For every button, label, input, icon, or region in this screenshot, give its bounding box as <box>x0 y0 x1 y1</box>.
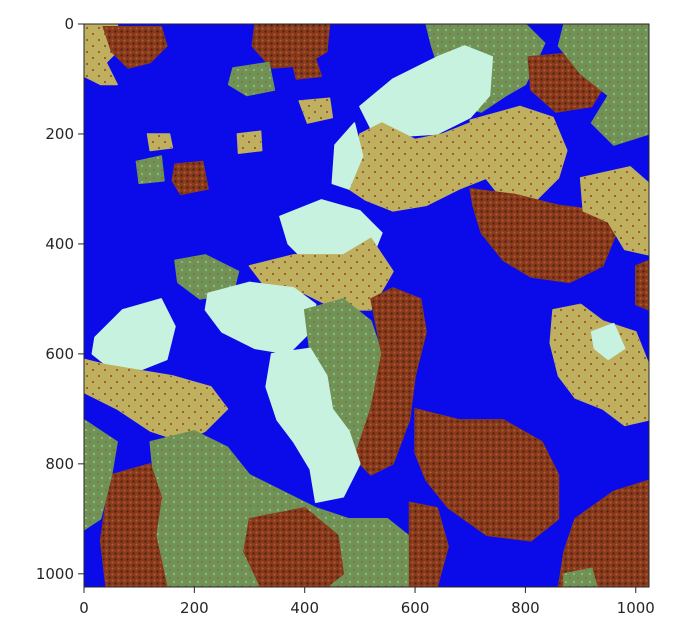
grassland-region <box>135 155 165 185</box>
forest-region <box>557 479 649 587</box>
grassland-region <box>563 567 598 587</box>
grassland-region <box>221 468 262 515</box>
sand-region <box>236 130 263 154</box>
sand-region <box>469 105 568 201</box>
ice-region <box>204 281 317 355</box>
sand-region <box>579 166 649 256</box>
forest-region <box>469 188 618 284</box>
ice-region <box>331 122 364 190</box>
grassland-region <box>557 24 649 146</box>
sand-region <box>348 122 505 212</box>
forest-region <box>353 287 427 476</box>
forest-region <box>102 25 168 69</box>
sand-region <box>549 303 649 427</box>
x-tick-label: 600 <box>401 599 430 617</box>
forest-region <box>171 160 209 196</box>
forest-region <box>243 507 345 587</box>
y-tick-label: 0 <box>64 15 74 33</box>
sand-region <box>84 358 229 443</box>
x-tick-label: 200 <box>180 599 209 617</box>
x-tick-label: 1000 <box>617 599 655 617</box>
plot-frame <box>83 23 650 588</box>
x-tick-label: 400 <box>290 599 319 617</box>
forest-region <box>414 408 560 542</box>
forest-region <box>99 463 168 587</box>
grassland-region <box>227 61 276 97</box>
x-tick-label: 800 <box>511 599 540 617</box>
ice-region <box>91 298 176 372</box>
y-axis: 0 200 400 600 800 1000 <box>36 15 84 583</box>
forest-region <box>635 259 649 311</box>
x-tick-label: 0 <box>79 599 89 617</box>
grassland-region <box>84 419 118 531</box>
y-tick-label: 800 <box>45 455 74 473</box>
x-axis: 0 200 400 600 800 1000 <box>79 587 655 617</box>
y-tick-label: 600 <box>45 345 74 363</box>
grassland-region <box>149 430 416 587</box>
forest-region <box>290 50 323 80</box>
y-tick-label: 200 <box>45 125 74 143</box>
ice-region <box>590 322 626 361</box>
ice-region <box>265 347 361 504</box>
sand-region <box>298 97 334 124</box>
y-tick-label: 1000 <box>36 565 74 583</box>
y-tick-label: 400 <box>45 235 74 253</box>
sand-region <box>146 133 174 152</box>
forest-region <box>408 501 449 587</box>
map-plot-area <box>83 23 650 588</box>
